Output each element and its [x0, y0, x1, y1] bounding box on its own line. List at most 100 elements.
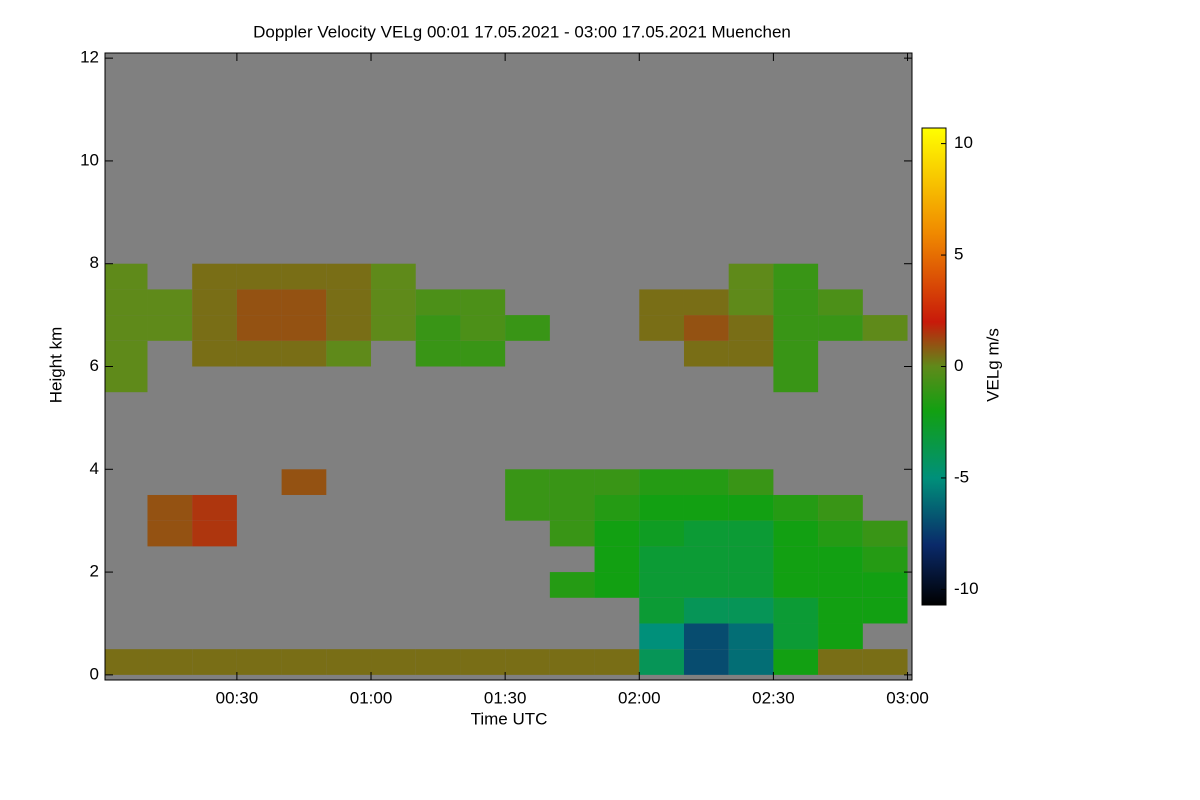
heatmap-cell — [147, 520, 193, 547]
y-tick-label: 6 — [90, 356, 99, 375]
colorbar-tick-label: 5 — [954, 245, 963, 264]
heatmap-cell — [639, 520, 684, 547]
heatmap-cell — [281, 263, 327, 290]
heatmap-cell — [773, 340, 819, 367]
heatmap-cell — [236, 289, 282, 316]
heatmap-cell — [728, 263, 774, 290]
y-tick-label: 8 — [90, 253, 99, 272]
heatmap-cell — [549, 469, 595, 495]
heatmap-cell — [818, 520, 863, 547]
heatmap-cell — [192, 289, 237, 316]
heatmap-cell — [818, 597, 863, 624]
heatmap-cell — [594, 520, 640, 547]
heatmap-cell — [818, 315, 863, 341]
heatmap-cell — [105, 289, 148, 316]
heatmap-cell — [371, 315, 416, 341]
heatmap-cell — [326, 263, 372, 290]
heatmap-cell — [683, 572, 729, 598]
x-tick-label: 01:00 — [350, 688, 393, 707]
heatmap-cell — [773, 597, 819, 624]
heatmap-cell — [639, 315, 684, 341]
heatmap-cell — [415, 649, 461, 675]
chart-title: Doppler Velocity VELg 00:01 17.05.2021 -… — [253, 22, 791, 41]
heatmap-cell — [862, 546, 908, 573]
heatmap-cell — [460, 289, 506, 316]
heatmap-cell — [505, 494, 550, 521]
colorbar-tick-label: -5 — [954, 467, 969, 486]
heatmap-cell — [281, 649, 327, 675]
heatmap-cell — [371, 263, 416, 290]
heatmap-cell — [639, 494, 684, 521]
heatmap-cell — [773, 623, 819, 650]
colorbar-label: VELg m/s — [983, 328, 1002, 402]
heatmap-cell — [415, 340, 461, 367]
heatmap-cell — [728, 623, 774, 650]
heatmap-cell — [105, 340, 148, 367]
heatmap-cell — [326, 649, 372, 675]
heatmap-cell — [147, 315, 193, 341]
heatmap-cell — [728, 315, 774, 341]
heatmap-cell — [415, 315, 461, 341]
x-tick-label: 02:30 — [752, 688, 795, 707]
heatmap-cell — [549, 520, 595, 547]
heatmap-cell — [728, 546, 774, 573]
heatmap-cell — [639, 572, 684, 598]
heatmap-cell — [281, 469, 327, 495]
heatmap-cell — [639, 469, 684, 495]
heatmap-cell — [818, 546, 863, 573]
heatmap-cell — [460, 649, 506, 675]
heatmap-cell — [371, 649, 416, 675]
heatmap-cell — [415, 289, 461, 316]
heatmap-cell — [683, 315, 729, 341]
x-axis-label: Time UTC — [471, 709, 548, 728]
heatmap-cell — [773, 263, 819, 290]
heatmap-cell — [594, 494, 640, 521]
heatmap-cell — [326, 289, 372, 316]
heatmap-cell — [818, 623, 863, 650]
heatmap-cell — [192, 340, 237, 367]
colorbar-tick-label: 0 — [954, 356, 963, 375]
heatmap-cell — [192, 494, 237, 521]
heatmap-cell — [728, 520, 774, 547]
x-tick-label: 00:30 — [216, 688, 259, 707]
heatmap-cell — [773, 649, 819, 675]
heatmap-cell — [639, 597, 684, 624]
heatmap-cell — [594, 469, 640, 495]
heatmap-cell — [594, 649, 640, 675]
heatmap-cell — [236, 263, 282, 290]
heatmap-cell — [147, 649, 193, 675]
heatmap-cell — [683, 289, 729, 316]
heatmap-cell — [105, 649, 148, 675]
heatmap-cell — [773, 494, 819, 521]
heatmap-cell — [505, 315, 550, 341]
heatmap-cell — [773, 520, 819, 547]
heatmap-cell — [683, 597, 729, 624]
heatmap-cell — [594, 572, 640, 598]
x-tick-label: 03:00 — [886, 688, 929, 707]
heatmap-cell — [505, 469, 550, 495]
heatmap-cell — [728, 649, 774, 675]
heatmap-cell — [639, 623, 684, 650]
heatmap-cell — [236, 649, 282, 675]
heatmap-cell — [683, 520, 729, 547]
heatmap-cell — [549, 572, 595, 598]
heatmap-cell — [862, 572, 908, 598]
heatmap-cell — [728, 469, 774, 495]
heatmap-cell — [147, 289, 193, 316]
heatmap-cell — [105, 366, 148, 393]
heatmap-cell — [281, 340, 327, 367]
heatmap-cell — [105, 263, 148, 290]
heatmap-cell — [236, 340, 282, 367]
heatmap-cell — [192, 520, 237, 547]
heatmap-cell — [818, 289, 863, 316]
y-tick-label: 12 — [80, 48, 99, 67]
x-tick-label: 01:30 — [484, 688, 527, 707]
heatmap-cell — [728, 572, 774, 598]
heatmap-cell — [326, 340, 372, 367]
heatmap-cell — [549, 649, 595, 675]
heatmap-cell — [236, 315, 282, 341]
heatmap-cell — [683, 340, 729, 367]
heatmap-cell — [862, 597, 908, 624]
heatmap-cell — [773, 546, 819, 573]
heatmap-cell — [281, 315, 327, 341]
